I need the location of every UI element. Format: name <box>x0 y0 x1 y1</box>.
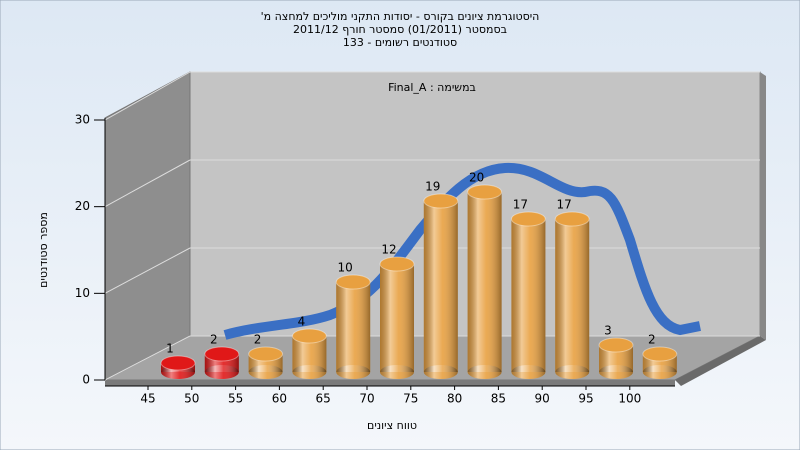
trend-ribbon <box>223 162 701 340</box>
title-line: בסמסטר (01/2011) סמסטר חורף 2011/12 <box>293 23 507 36</box>
bar <box>510 211 546 379</box>
y-tick-label: 0 <box>82 373 90 387</box>
bar-top <box>379 256 415 272</box>
value-label: 20 <box>469 171 484 185</box>
bar <box>379 256 415 379</box>
bar <box>160 355 196 379</box>
x-tick-label: 45 <box>140 392 155 406</box>
bar-top <box>510 211 546 227</box>
value-label: 2 <box>210 333 218 347</box>
value-label: 12 <box>381 243 396 257</box>
value-label: 4 <box>298 315 306 329</box>
value-label: 10 <box>338 261 353 275</box>
x-tick-label: 70 <box>359 392 374 406</box>
bar <box>291 328 327 379</box>
x-tick-label: 80 <box>447 392 462 406</box>
y-tick-label: 20 <box>75 199 90 213</box>
x-tick-label: 55 <box>228 392 243 406</box>
bar-body-shade <box>380 264 414 372</box>
bar <box>598 337 634 379</box>
grid <box>104 71 760 381</box>
title-line: היסטוגרמת ציונים בקורס - יסודות התקני מו… <box>261 10 540 23</box>
y-tick-label: 10 <box>75 286 90 300</box>
value-label: 19 <box>425 180 440 194</box>
x-tick-label: 85 <box>491 392 506 406</box>
x-tick-label: 75 <box>403 392 418 406</box>
value-label: 2 <box>254 333 262 347</box>
bar <box>642 346 678 379</box>
bar <box>204 346 240 379</box>
x-tick-label: 60 <box>272 392 287 406</box>
x-axis-label: טווח ציונים <box>367 419 417 432</box>
grid-line <box>104 335 191 381</box>
bar-top <box>642 346 678 362</box>
y-tick-label: 30 <box>75 113 90 127</box>
bar-body-shade <box>467 192 502 372</box>
x-tick-label: 95 <box>578 392 593 406</box>
bar-top <box>554 211 590 227</box>
bar-body-shade <box>555 219 590 372</box>
bar-top <box>160 355 196 371</box>
bar-top <box>204 346 240 362</box>
bar-top <box>423 193 459 209</box>
x-tick-label: 65 <box>316 392 331 406</box>
bar <box>554 211 590 379</box>
bar-body-shade <box>511 219 546 372</box>
x-tick-label: 90 <box>535 392 550 406</box>
bar <box>467 184 503 379</box>
grid-line <box>104 247 191 294</box>
bar-body-shade <box>336 282 371 372</box>
annotation: במשימה : Final_A <box>388 81 476 94</box>
y-axis-label: מספר סטודנטים <box>37 212 50 288</box>
value-label: 3 <box>604 324 612 338</box>
value-label: 17 <box>513 198 528 212</box>
bar <box>423 193 459 379</box>
bar-body-shade <box>423 201 458 372</box>
bar <box>335 274 371 379</box>
title-line: סטודנטים רשומים - 133 <box>343 36 457 49</box>
bar-top <box>335 274 371 290</box>
bar-top <box>248 346 284 362</box>
value-label: 17 <box>557 198 572 212</box>
value-label: 2 <box>648 333 656 347</box>
grid-line <box>104 159 191 208</box>
value-label: 1 <box>166 342 174 356</box>
grid-line <box>104 71 191 121</box>
x-tick-label: 100 <box>618 392 641 406</box>
bar-top <box>291 328 327 344</box>
bar-top <box>598 337 634 353</box>
bar <box>248 346 284 379</box>
bar-top <box>467 184 503 200</box>
x-tick-label: 50 <box>184 392 199 406</box>
